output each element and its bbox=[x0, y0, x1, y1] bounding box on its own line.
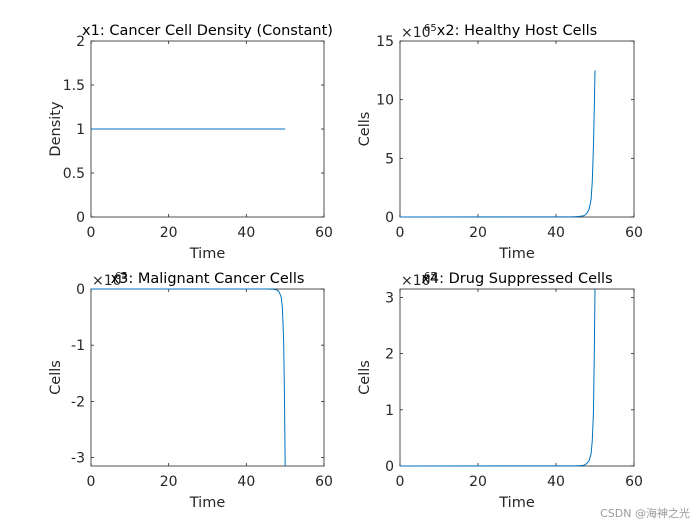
series-line-x4 bbox=[399, 288, 596, 467]
x-tick-label: 40 bbox=[237, 474, 255, 490]
y-tick-label: 2 bbox=[385, 347, 394, 363]
x-tick-label: 60 bbox=[625, 225, 643, 241]
x-tick-label: 60 bbox=[315, 225, 333, 241]
exponent-label: ×10 bbox=[92, 273, 122, 289]
x-tick-label: 60 bbox=[315, 474, 333, 490]
x-tick-label: 60 bbox=[625, 474, 643, 490]
x-tick-label: 0 bbox=[396, 225, 405, 241]
x-tick-label: 20 bbox=[160, 474, 178, 490]
y-tick-label: -2 bbox=[71, 394, 85, 410]
y-tick-label: -3 bbox=[71, 451, 85, 467]
exponent-power: 65 bbox=[115, 271, 128, 282]
y-tick-label: 2 bbox=[76, 34, 85, 50]
y-tick-label: -1 bbox=[71, 338, 85, 354]
subplot-title: x4: Drug Suppressed Cells bbox=[421, 271, 612, 287]
y-tick-label: 5 bbox=[385, 151, 394, 167]
x-axis-label: Time bbox=[498, 246, 535, 262]
axes-frame bbox=[399, 40, 635, 218]
y-tick-label: 0 bbox=[76, 282, 85, 298]
x-tick-label: 20 bbox=[469, 474, 487, 490]
exponent-power: 65 bbox=[424, 23, 437, 34]
exponent-label: ×10 bbox=[401, 273, 431, 289]
series-line-x2 bbox=[399, 70, 596, 218]
exponent-label: ×10 bbox=[401, 25, 431, 41]
series-line-x3 bbox=[91, 288, 286, 467]
x-axis-label: Time bbox=[498, 495, 535, 511]
x-tick-label: 20 bbox=[160, 225, 178, 241]
exponent-power: 65 bbox=[424, 271, 437, 282]
y-tick-label: 0.5 bbox=[63, 166, 85, 182]
x-tick-label: 40 bbox=[237, 225, 255, 241]
y-tick-label: 0 bbox=[385, 459, 394, 475]
x-tick-label: 40 bbox=[547, 474, 565, 490]
y-tick-label: 15 bbox=[376, 34, 394, 50]
y-tick-label: 3 bbox=[385, 290, 394, 306]
x-tick-label: 40 bbox=[547, 225, 565, 241]
y-tick-label: 1.5 bbox=[63, 78, 85, 94]
y-axis-label: Cells bbox=[48, 360, 64, 395]
subplot-1: 0 20 40 60 0 0.5 1 1.5 2x1: Cancer Cell Density … bbox=[48, 23, 333, 262]
y-tick-label: 1 bbox=[76, 122, 85, 138]
y-tick-label: 0 bbox=[76, 210, 85, 226]
x-tick-label: 20 bbox=[469, 225, 487, 241]
subplot-title: x1: Cancer Cell Density (Constant) bbox=[82, 23, 333, 39]
x-axis-label: Time bbox=[189, 246, 226, 262]
y-tick-label: 0 bbox=[385, 210, 394, 226]
y-axis-label: Cells bbox=[357, 112, 373, 147]
subplot-title: x3: Malignant Cancer Cells bbox=[111, 271, 305, 287]
y-axis-label: Density bbox=[48, 101, 64, 157]
subplot-title: x2: Healthy Host Cells bbox=[437, 23, 597, 39]
axes-frame bbox=[90, 288, 325, 467]
x-tick-label: 0 bbox=[87, 474, 96, 490]
x-tick-label: 0 bbox=[87, 225, 96, 241]
watermark: CSDN @海神之光 bbox=[600, 506, 690, 520]
y-tick-label: 1 bbox=[385, 403, 394, 419]
y-axis-label: Cells bbox=[357, 360, 373, 395]
y-tick-label: 10 bbox=[376, 93, 394, 109]
x-axis-label: Time bbox=[189, 495, 226, 511]
axes-frame bbox=[399, 288, 635, 467]
x-tick-label: 0 bbox=[396, 474, 405, 490]
